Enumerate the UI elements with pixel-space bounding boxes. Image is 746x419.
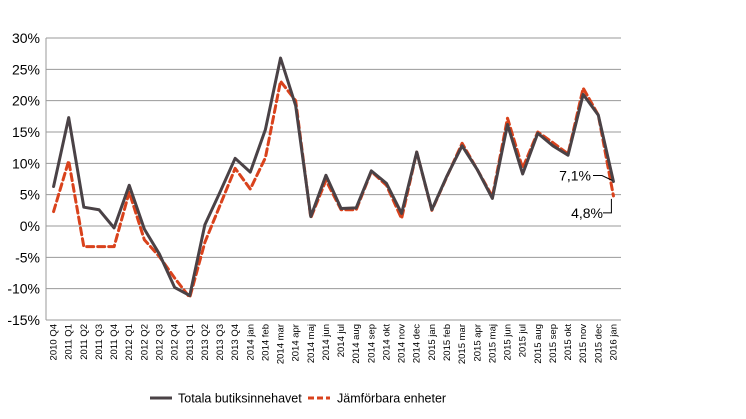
x-tick-label: 2014 sep [366,324,377,363]
x-tick-label: 2015 aug [533,324,544,364]
y-tick-label: -15% [7,312,40,328]
x-tick-label: 2014 apr [291,324,302,362]
y-axis-tick-labels: 30% 25% 20% 15% 10% 5% 0% -5% -10% -15% [7,30,40,328]
x-tick-label: 2012 Q2 [139,324,150,360]
gridlines [45,37,621,321]
legend: Totala butiksinnehavet Jämförbara enhete… [150,392,446,406]
x-axis-tick-labels: 2010 Q4 2011 Q1 2011 Q2 2011 Q3 2011 Q4 2012 … [49,324,620,364]
y-tick-label: 15% [12,124,40,140]
x-tick-label: 2015 sep [548,324,559,363]
x-tick-label: 2013 Q4 [230,324,241,360]
x-tick-label: 2010 Q4 [49,324,60,360]
x-tick-label: 2014 jan [245,324,256,360]
y-tick-label: -5% [15,249,40,265]
annotation-label-jamforbara: 4,8% [571,205,603,221]
y-tick-label: 30% [12,30,40,46]
x-tick-label: 2015 mar [457,324,468,364]
x-tick-label: 2011 Q1 [64,324,75,360]
annotation-leader-totala [593,175,613,181]
x-tick-label: 2012 Q4 [170,324,181,360]
x-tick-label: 2015 dec [593,324,604,363]
x-tick-label: 2011 Q4 [109,324,120,360]
x-tick-label: 2014 okt [381,324,392,361]
x-tick-label: 2014 mar [276,324,287,364]
x-tick-label: 2014 aug [351,324,362,364]
x-tick-label: 2013 Q3 [215,324,226,360]
x-tick-label: 2014 nov [397,324,408,363]
x-tick-label: 2014 jun [321,324,332,360]
x-tick-label: 2015 maj [487,324,498,363]
x-tick-label: 2015 feb [442,324,453,361]
legend-label-jamforbara: Jämförbara enheter [337,392,446,406]
x-tick-label: 2014 maj [306,324,317,363]
y-tick-label: 10% [12,155,40,171]
legend-label-totala: Totala butiksinnehavet [178,392,302,406]
x-tick-label: 2011 Q2 [79,324,90,360]
x-tick-label: 2013 Q1 [185,324,196,360]
x-tick-label: 2012 Q1 [124,324,135,360]
y-tick-label: 25% [12,61,40,77]
x-tick-label: 2014 dec [412,324,423,363]
y-tick-label: 5% [20,187,40,203]
x-tick-label: 2015 jan [427,324,438,360]
x-tick-label: 2012 Q3 [154,324,165,360]
y-tick-label: 0% [20,218,40,234]
x-tick-label: 2015 nov [578,324,589,363]
x-tick-label: 2015 apr [472,324,483,362]
x-tick-label: 2015 okt [563,324,574,361]
x-tick-label: 2015 jul [518,324,529,357]
x-tick-label: 2014 jul [336,324,347,357]
series-lines [52,56,615,299]
x-tick-label: 2011 Q3 [94,324,105,360]
y-tick-label: -10% [7,281,40,297]
x-tick-label: 2014 feb [260,324,271,361]
x-tick-label: 2015 jun [503,324,514,360]
annotation-leader-jamforbara [603,198,612,214]
x-tick-label: 2016 jan [608,324,619,360]
annotation-label-totala: 7,1% [559,168,591,184]
series-line-totala [52,56,615,298]
data-annotations: 7,1% 4,8% [559,168,613,221]
x-tick-label: 2013 Q2 [200,324,211,360]
y-tick-label: 20% [12,93,40,109]
